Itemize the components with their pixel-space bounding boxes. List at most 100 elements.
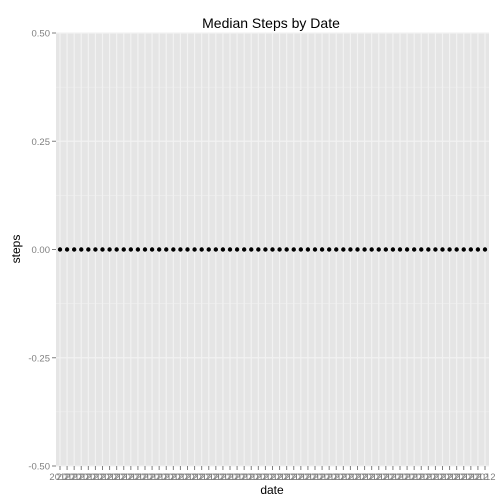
x-tick-label: 2012 — [382, 472, 403, 483]
y-tick-label: 0.25 — [32, 137, 51, 148]
data-point — [411, 247, 417, 252]
x-tick-label: 2012 — [368, 472, 389, 483]
x-tick-label: 2012 — [269, 472, 290, 483]
x-tick-label: 2012 — [85, 472, 106, 483]
data-point — [57, 247, 63, 252]
data-point — [341, 247, 346, 252]
x-tick-label: 2012 — [127, 472, 148, 483]
x-tick-label: 2012 — [474, 472, 495, 483]
data-point — [256, 247, 261, 252]
data-point — [326, 247, 332, 252]
x-tick-label: 2012 — [106, 472, 127, 483]
x-tick-label: 2012 — [418, 472, 439, 483]
data-point — [454, 247, 459, 252]
x-tick-label: 2012 — [425, 472, 446, 483]
x-tick-label: 2012 — [163, 472, 184, 483]
data-point — [100, 247, 105, 252]
data-point — [433, 247, 438, 252]
x-tick-label: 2012 — [460, 472, 481, 483]
y-axis: -0.50 -0.25 0.00 0.25 0.50 — [28, 29, 56, 473]
data-point — [227, 247, 233, 252]
x-tick-label: 2012 — [276, 472, 297, 483]
data-point — [107, 247, 112, 252]
x-axis: 2012201220122012201220122012201220122012… — [49, 466, 496, 483]
x-tick-label: 2012 — [290, 472, 311, 483]
data-point — [376, 247, 381, 252]
data-point — [461, 247, 466, 252]
x-tick-label: 2012 — [375, 472, 396, 483]
data-point — [249, 247, 254, 252]
data-point — [206, 247, 211, 252]
y-tick-label: -0.25 — [28, 353, 50, 364]
x-tick-label: 2012 — [432, 472, 453, 483]
x-tick-label: 2012 — [120, 472, 141, 483]
x-tick-label: 2012 — [446, 472, 467, 483]
data-point — [192, 247, 197, 252]
data-point — [79, 247, 84, 252]
x-tick-label: 2012 — [354, 472, 375, 483]
data-point — [419, 247, 424, 252]
x-tick-label: 2012 — [361, 472, 382, 483]
data-point — [468, 247, 474, 252]
data-point — [355, 247, 360, 252]
data-point — [291, 247, 296, 252]
data-point — [397, 247, 403, 252]
chart-title: Median Steps by Date — [202, 15, 340, 31]
data-point — [178, 247, 183, 252]
data-point — [241, 247, 247, 252]
data-point — [305, 247, 311, 252]
x-axis-title: date — [260, 483, 284, 497]
x-tick-label: 2012 — [64, 472, 85, 483]
x-tick-label: 2012 — [198, 472, 219, 483]
x-tick-label: 2012 — [49, 472, 70, 483]
data-point — [426, 247, 431, 252]
data-point — [390, 247, 396, 252]
data-point — [121, 247, 126, 252]
x-tick-label: 2012 — [304, 472, 325, 483]
x-tick-label: 2012 — [262, 472, 283, 483]
data-point — [362, 247, 367, 252]
x-tick-label: 2012 — [177, 472, 198, 483]
x-tick-label: 2012 — [149, 472, 170, 483]
x-tick-label: 2012 — [212, 472, 233, 483]
x-tick-label: 2012 — [205, 472, 226, 483]
x-tick-label: 2012 — [389, 472, 410, 483]
data-point — [404, 247, 410, 252]
x-tick-label: 2012 — [297, 472, 318, 483]
x-tick-label: 2012 — [467, 472, 488, 483]
data-point — [185, 247, 190, 252]
data-point — [440, 247, 445, 252]
x-tick-label: 2012 — [142, 472, 163, 483]
data-point — [270, 247, 275, 252]
data-point — [64, 247, 70, 252]
x-tick-label: 2012 — [347, 472, 368, 483]
x-tick-label: 2012 — [170, 472, 191, 483]
x-tick-label: 2012 — [71, 472, 92, 483]
x-tick-label: 2012 — [411, 472, 432, 483]
data-point — [234, 247, 240, 252]
data-point — [71, 247, 77, 252]
x-tick-label: 2012 — [241, 472, 262, 483]
data-point — [277, 247, 282, 252]
x-tick-label: 2012 — [219, 472, 240, 483]
data-point — [348, 247, 353, 252]
data-point — [135, 247, 141, 252]
x-tick-label: 2012 — [92, 472, 113, 483]
x-tick-label: 2012 — [453, 472, 474, 483]
data-point — [475, 247, 481, 252]
data-point — [199, 247, 204, 252]
x-tick-label: 2012 — [99, 472, 120, 483]
data-point — [93, 247, 98, 252]
x-tick-label: 2012 — [439, 472, 460, 483]
data-point — [142, 247, 148, 252]
x-tick-label: 2012 — [397, 472, 418, 483]
data-point — [383, 247, 389, 252]
data-point — [156, 247, 162, 252]
x-tick-label: 2012 — [312, 472, 333, 483]
data-point — [284, 247, 289, 252]
data-point — [369, 247, 374, 252]
data-point — [213, 247, 219, 252]
x-tick-label: 2012 — [78, 472, 99, 483]
x-tick-label: 2012 — [404, 472, 425, 483]
